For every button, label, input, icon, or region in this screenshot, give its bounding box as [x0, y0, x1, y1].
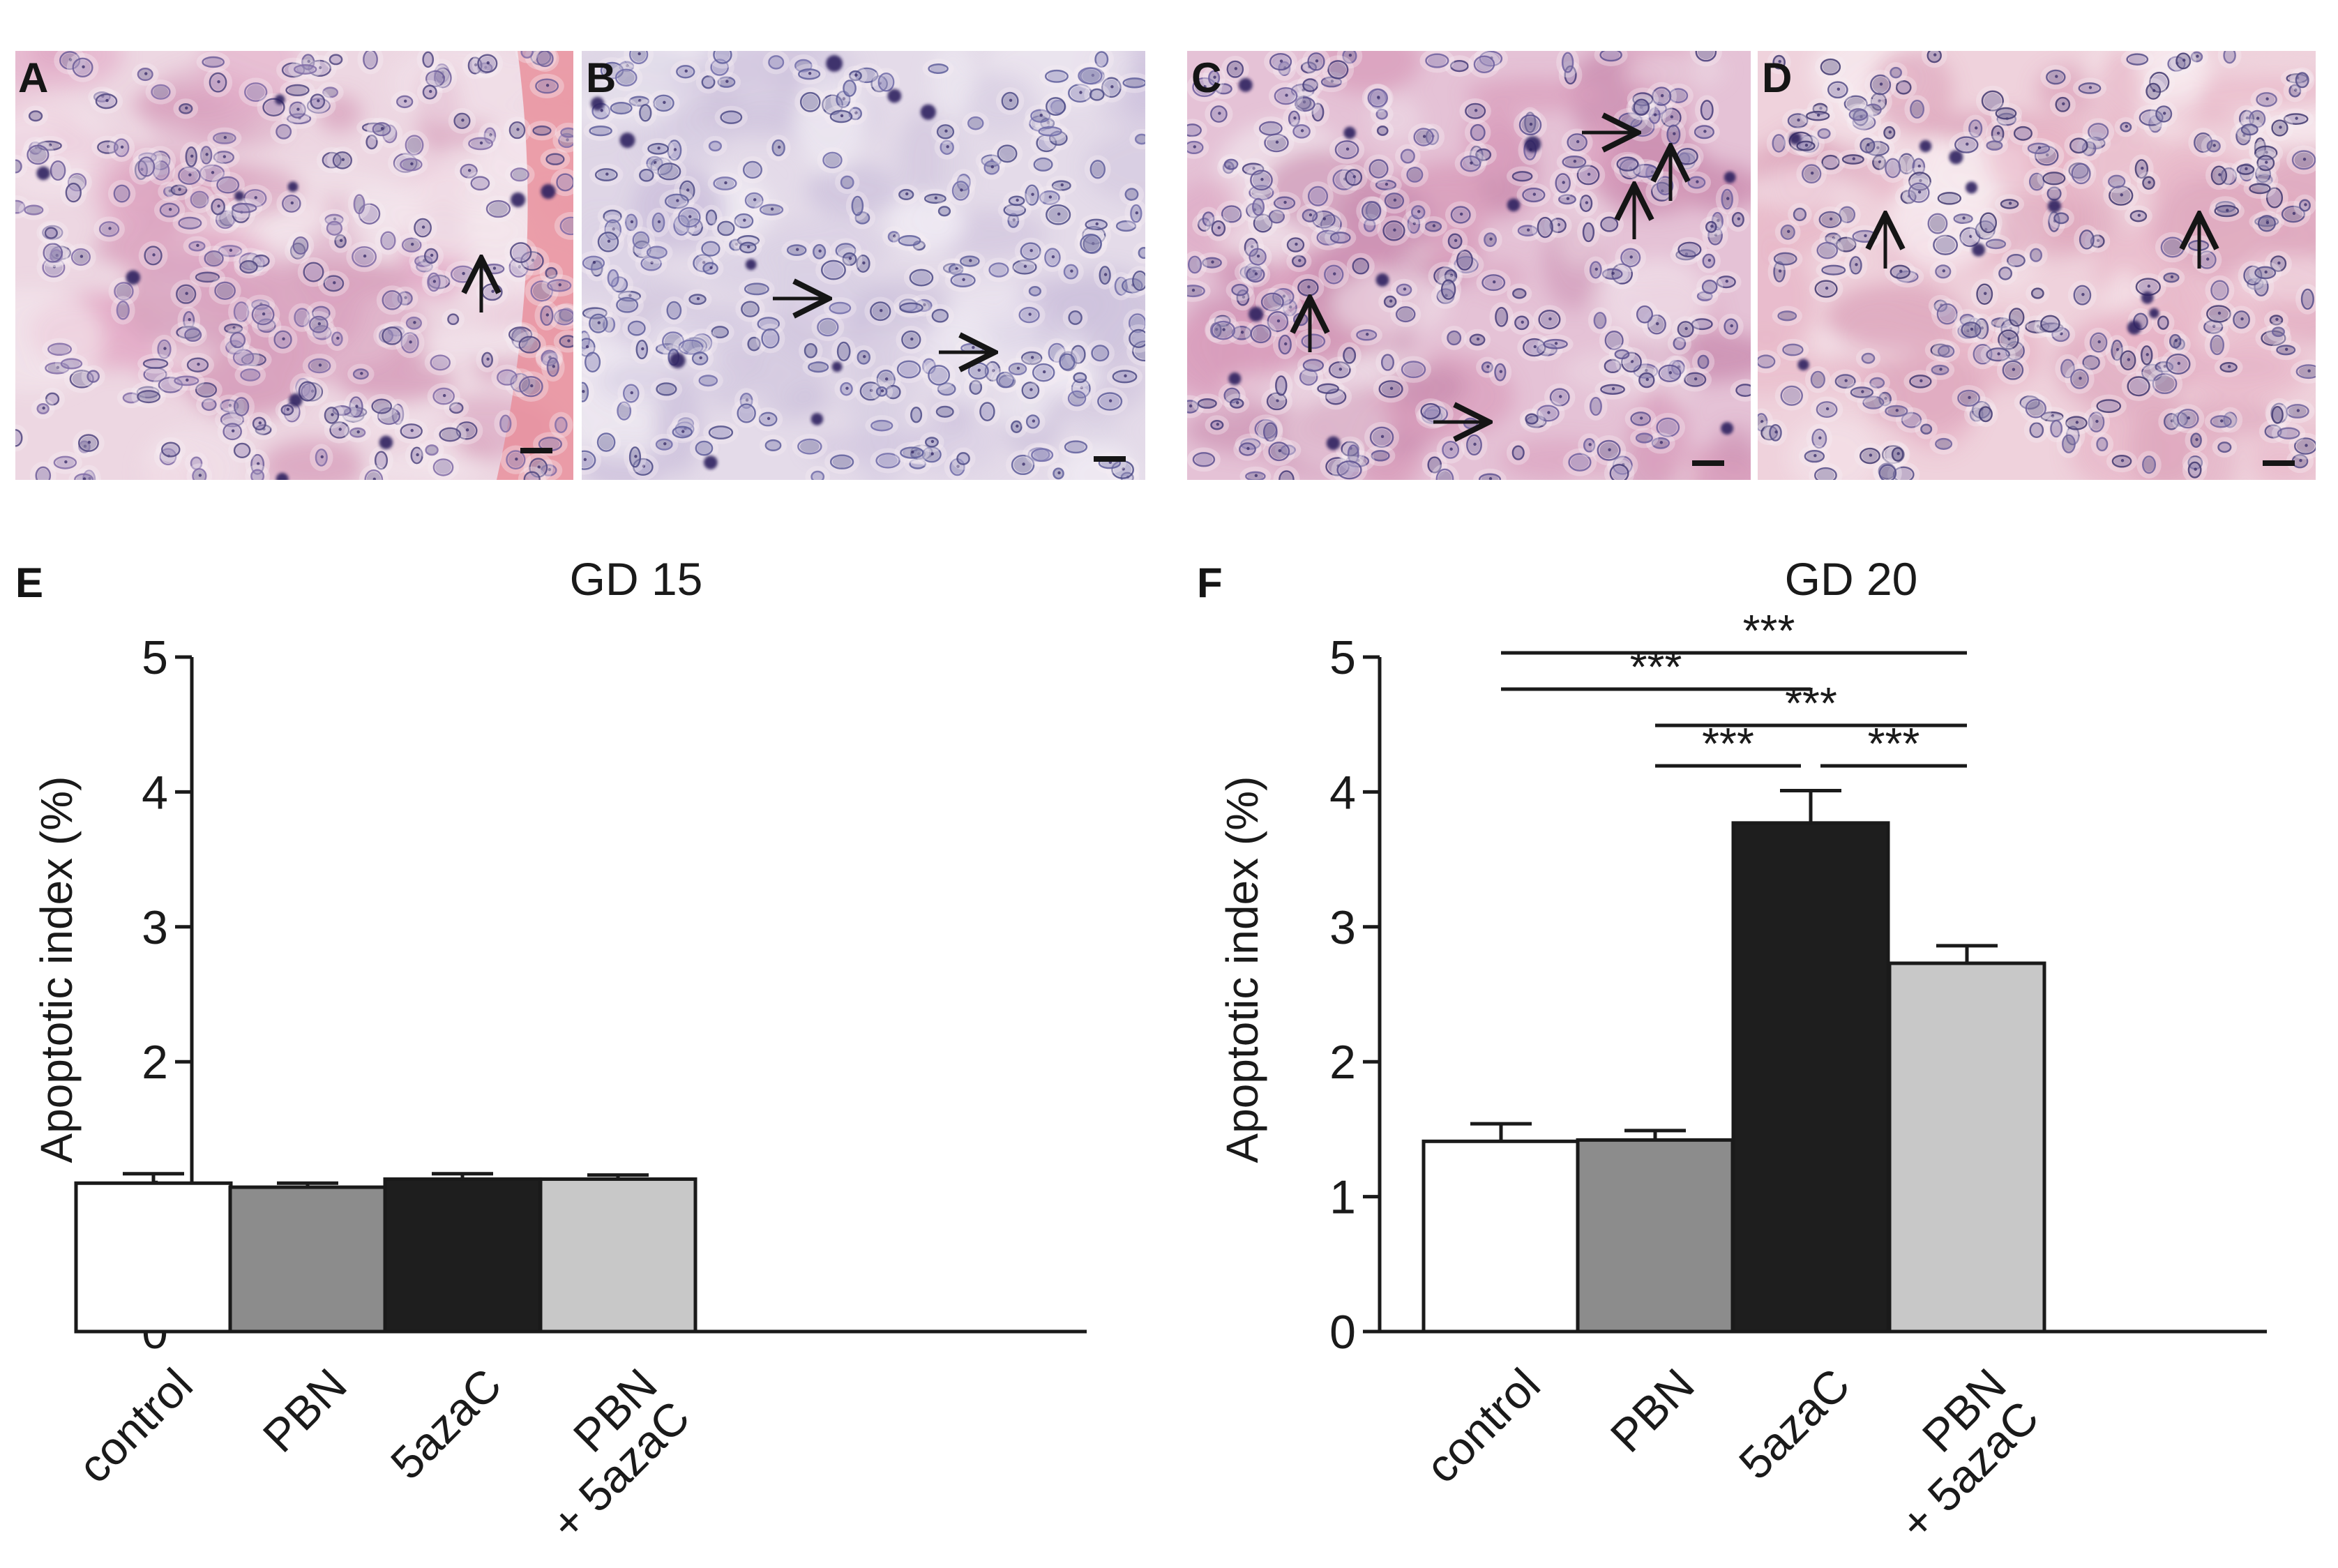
significance-label: *** — [1868, 718, 1920, 769]
panel-letter-e: E — [15, 559, 43, 606]
significance-label: *** — [1785, 678, 1837, 728]
scale-bars — [520, 448, 2295, 466]
x-tick-label: PBN+ 5azaC — [1857, 1359, 2048, 1550]
bar — [1887, 961, 2046, 1334]
bar — [538, 1177, 697, 1334]
y-axis-label: Apoptotic index (%) — [1217, 776, 1267, 1163]
chart-title: GD 20 — [1785, 553, 1918, 605]
panel-letter-b: B — [586, 54, 616, 101]
micrograph-d — [1758, 51, 2316, 480]
micrograph-a — [15, 51, 573, 480]
panel-letter-f: F — [1197, 559, 1223, 606]
panel-letter-c: C — [1191, 54, 1221, 101]
scale-bar — [1094, 456, 1126, 462]
micrograph-b — [582, 51, 1145, 480]
x-tick-label: 5azaC — [381, 1359, 511, 1489]
bar — [74, 1181, 233, 1334]
y-tick-label: 4 — [1329, 766, 1356, 819]
chart-title: GD 15 — [570, 553, 703, 605]
y-tick-label: 2 — [142, 1036, 168, 1089]
x-tick-label: PBN — [1601, 1359, 1704, 1462]
x-tick-label: control — [1415, 1359, 1549, 1493]
significance-label: *** — [1743, 605, 1795, 656]
x-tick-label: PBN — [253, 1359, 356, 1462]
y-tick-label: 4 — [142, 766, 168, 819]
bar — [1421, 1139, 1581, 1334]
micrograph-c — [1187, 51, 1751, 480]
bar — [383, 1177, 542, 1334]
bar — [228, 1185, 387, 1334]
y-tick-label: 3 — [1329, 901, 1356, 954]
x-tick-label: 5azaC — [1729, 1359, 1860, 1489]
apoptosis-arrows — [481, 133, 2199, 422]
x-tick-label: control — [68, 1359, 202, 1493]
scale-bar — [1692, 460, 1724, 466]
panel-letter-a: A — [18, 54, 48, 101]
y-tick-label: 1 — [1329, 1171, 1356, 1224]
scale-bar — [2263, 460, 2295, 466]
y-tick-label: 5 — [142, 631, 168, 684]
y-axis-label: Apoptotic index (%) — [31, 776, 82, 1163]
y-tick-label: 0 — [1329, 1306, 1356, 1359]
y-tick-label: 2 — [1329, 1036, 1356, 1089]
y-tick-label: 5 — [1329, 631, 1356, 684]
bar — [1731, 821, 1890, 1334]
chart-f: GD 20 Apoptotic index (%) 0 1 2 3 4 5 control PBN… — [1217, 553, 2267, 1550]
panel-letter-d: D — [1762, 54, 1792, 101]
significance-label: *** — [1702, 718, 1754, 769]
significance-label: *** — [1630, 642, 1682, 692]
y-tick-label: 3 — [142, 901, 168, 954]
x-tick-label: PBN+ 5azaC — [508, 1359, 699, 1550]
scale-bar — [520, 448, 552, 453]
bar — [1576, 1138, 1735, 1334]
